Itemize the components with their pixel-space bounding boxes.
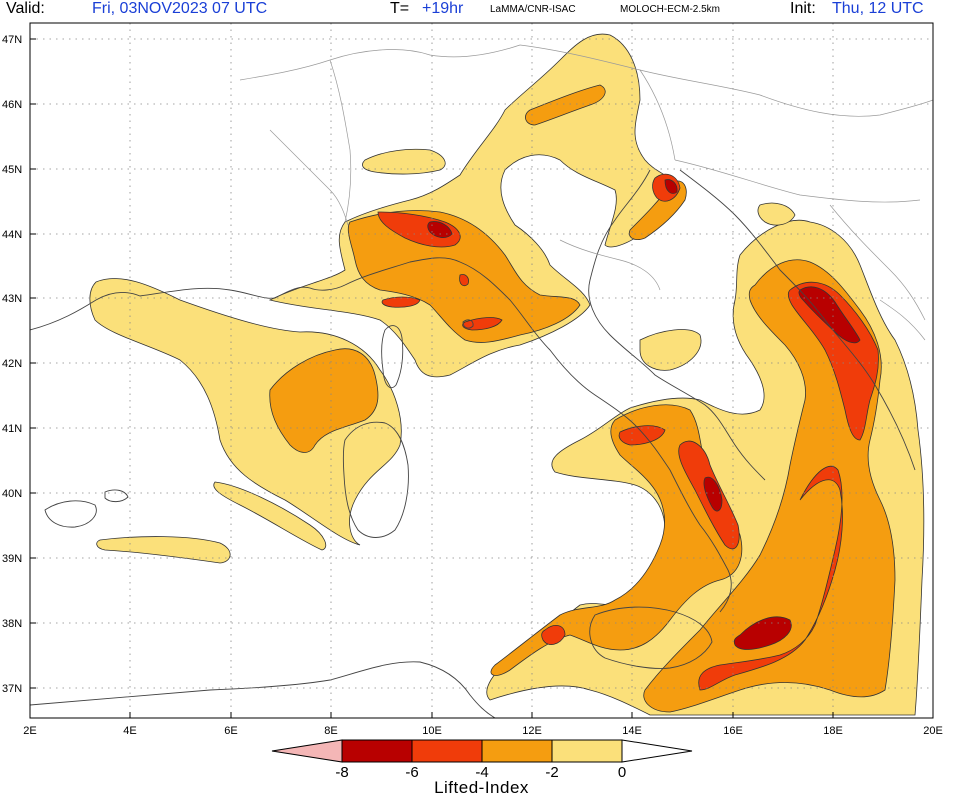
colorbar-bin-minus2-0: [551, 739, 623, 763]
lat-label: 44N: [2, 229, 22, 241]
producer-label: LaMMA/CNR-ISAC: [490, 4, 576, 15]
lat-label: 37N: [2, 683, 22, 695]
init-time: Thu, 12 UTC: [832, 0, 924, 17]
lon-label: 10E: [422, 725, 442, 737]
colorbar-ticks: -8 -6 -4 -2 0: [335, 764, 626, 781]
colorbar-tick-label: -2: [545, 764, 558, 781]
lat-label: 38N: [2, 618, 22, 630]
colorbar-bin-minus8-minus6: [341, 739, 413, 763]
timestep-value: +19hr: [422, 0, 464, 17]
lon-label: 6E: [224, 725, 237, 737]
colorbar-bin-minus6-minus4: [411, 739, 483, 763]
colorbar: [271, 739, 693, 763]
lat-label: 42N: [2, 358, 22, 370]
colorbar-tick-label: -4: [475, 764, 488, 781]
colorbar-bin-above-0: [621, 739, 693, 763]
colorbar-bin-below-minus8: [271, 739, 343, 763]
lat-label: 45N: [2, 164, 22, 176]
lat-label: 47N: [2, 34, 22, 46]
lifted-index-field: [30, 23, 933, 718]
colorbar-tick-label: 0: [618, 764, 626, 781]
valid-label: Valid:: [6, 0, 45, 17]
colorbar-title: Lifted-Index: [434, 778, 529, 797]
lat-label: 39N: [2, 553, 22, 565]
coastlines: [30, 169, 916, 718]
lat-label: 41N: [2, 423, 22, 435]
lon-label: 12E: [522, 725, 542, 737]
lon-label: 16E: [723, 725, 743, 737]
lon-label: 4E: [123, 725, 136, 737]
lat-label: 43N: [2, 293, 22, 305]
lat-labels: 47N 46N 45N 44N 43N 42N 41N 40N 39N 38N …: [2, 34, 22, 695]
colorbar-tick-label: -6: [405, 764, 418, 781]
lon-label: 14E: [622, 725, 642, 737]
lon-label: 18E: [823, 725, 843, 737]
lat-ticks: [30, 38, 36, 689]
colorbar-tick-label: -8: [335, 764, 348, 781]
lon-label: 2E: [23, 725, 36, 737]
map-frame: [29, 22, 934, 719]
lat-label: 40N: [2, 488, 22, 500]
model-label: MOLOCH-ECM-2.5km: [620, 4, 721, 15]
lon-labels: 2E 4E 6E 8E 10E 12E 14E 16E 18E 20E: [23, 725, 943, 737]
valid-time: Fri, 03NOV2023 07 UTC: [92, 0, 268, 17]
gridlines: [30, 23, 933, 718]
map-header: Valid: Fri, 03NOV2023 07 UTC T= +19hr La…: [0, 0, 963, 22]
colorbar-bin-minus4-minus2: [481, 739, 553, 763]
lon-ticks: [129, 712, 834, 718]
timestep-label: T=: [390, 0, 410, 17]
country-borders: [239, 44, 933, 341]
lat-label: 46N: [2, 99, 22, 111]
lon-label: 20E: [923, 725, 943, 737]
lon-label: 8E: [324, 725, 337, 737]
init-label: Init:: [790, 0, 816, 17]
li-band-minus6-to-minus8: [427, 179, 861, 650]
